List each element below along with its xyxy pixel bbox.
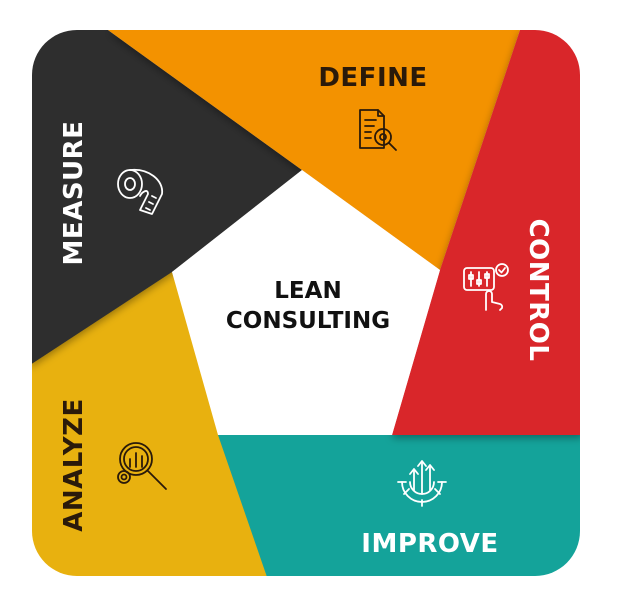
segment-analyze [32, 272, 268, 576]
segment-define [108, 30, 520, 270]
control-panel-icon [463, 263, 509, 311]
center-title-line1: LEAN [274, 278, 341, 304]
magnify-chart-icon [117, 442, 167, 490]
improve-label: IMPROVE [361, 529, 498, 559]
control-label: CONTROL [523, 219, 553, 362]
analyze-label: ANALYZE [59, 398, 89, 531]
document-search-icon [359, 109, 397, 151]
segment-improve [218, 435, 580, 576]
segment-control [392, 30, 580, 435]
center-pentagon [172, 170, 440, 435]
define-label: DEFINE [318, 63, 427, 93]
measure-label: MEASURE [59, 121, 89, 266]
tape-measure-icon [117, 168, 163, 215]
segment-measure [32, 30, 302, 365]
center-title-line2: CONSULTING [226, 308, 390, 334]
gear-arrows-icon [397, 460, 447, 507]
